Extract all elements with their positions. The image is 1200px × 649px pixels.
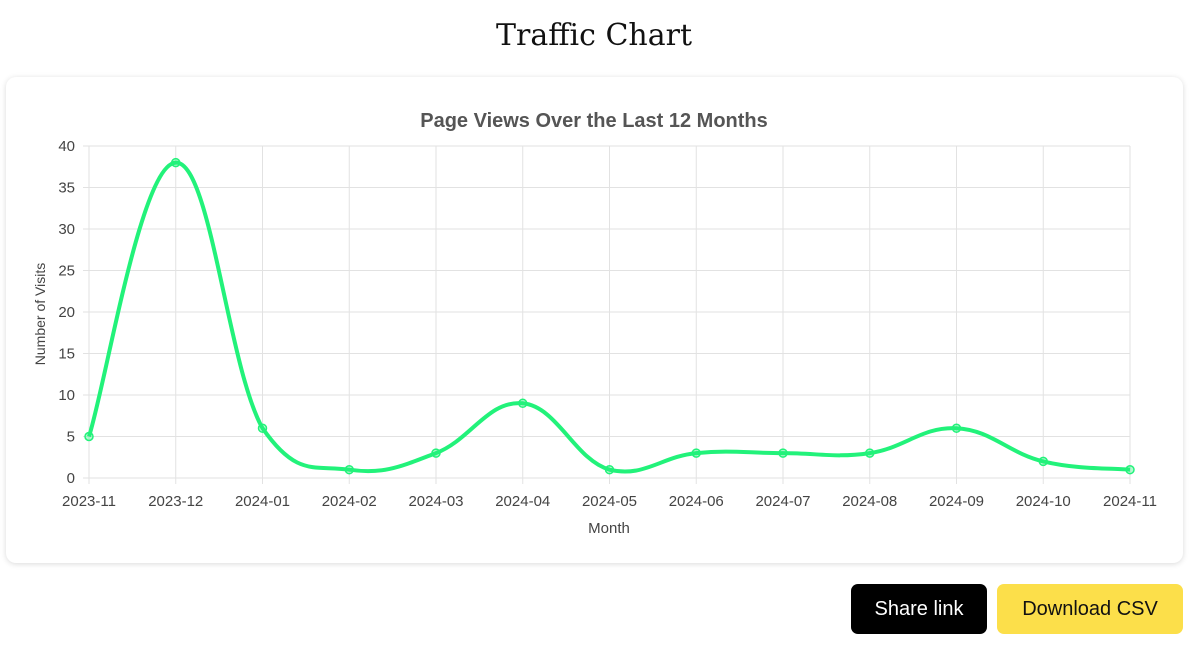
share-link-button[interactable]: Share link — [851, 584, 987, 634]
x-tick-label: 2024-09 — [929, 493, 984, 510]
data-point — [604, 464, 615, 475]
y-tick-label: 15 — [58, 346, 75, 363]
data-point — [1125, 464, 1135, 475]
download-csv-button[interactable]: Download CSV — [997, 584, 1183, 634]
y-tick-label: 30 — [58, 221, 75, 238]
y-tick-label: 5 — [67, 429, 75, 446]
x-tick-label: 2024-02 — [322, 493, 377, 510]
x-tick-label: 2024-08 — [842, 493, 897, 510]
y-axis-ticks: 0 5 10 15 20 25 30 35 40 — [58, 138, 75, 487]
x-tick-label: 2024-04 — [495, 493, 550, 510]
x-tick-label: 2023-12 — [148, 493, 203, 510]
data-point — [778, 448, 788, 458]
data-point — [171, 157, 181, 168]
grid-lines — [83, 145, 1131, 484]
data-point — [1038, 456, 1048, 467]
x-axis-ticks: 2023-11 2023-12 2024-01 2024-02 2024-03 2024-… — [62, 493, 1157, 510]
y-axis-label: Number of Visits — [32, 263, 48, 365]
data-point — [344, 464, 354, 475]
page-title: Traffic Chart — [495, 18, 693, 53]
y-tick-label: 35 — [58, 180, 75, 197]
data-point — [257, 423, 268, 433]
data-points — [84, 157, 1135, 475]
data-point — [951, 423, 962, 433]
x-tick-label: 2024-05 — [582, 493, 637, 510]
data-point — [865, 448, 875, 458]
x-tick-label: 2024-01 — [235, 493, 290, 510]
x-tick-label: 2023-11 — [62, 493, 116, 510]
y-tick-label: 40 — [58, 138, 75, 155]
x-axis-label: Month — [588, 520, 630, 537]
series-line — [87, 160, 1131, 474]
chart-title: Page Views Over the Last 12 Months — [420, 110, 768, 132]
data-point — [518, 398, 528, 409]
y-tick-label: 10 — [58, 387, 75, 404]
x-tick-label: 2024-11 — [1103, 493, 1157, 510]
y-tick-label: 0 — [67, 470, 75, 487]
x-tick-label: 2024-07 — [755, 493, 810, 510]
x-tick-label: 2024-10 — [1016, 493, 1071, 510]
chart-card: Page Views Over the Last 12 Months 0 5 10 1… — [6, 77, 1183, 563]
y-tick-label: 20 — [58, 304, 75, 321]
x-tick-label: 2024-03 — [408, 493, 463, 510]
data-point — [431, 448, 441, 458]
data-point — [691, 448, 701, 458]
y-tick-label: 25 — [58, 263, 75, 280]
x-tick-label: 2024-06 — [669, 493, 724, 510]
data-point — [84, 431, 94, 442]
line-chart: Page Views Over the Last 12 Months 0 5 10 1… — [32, 110, 1157, 537]
